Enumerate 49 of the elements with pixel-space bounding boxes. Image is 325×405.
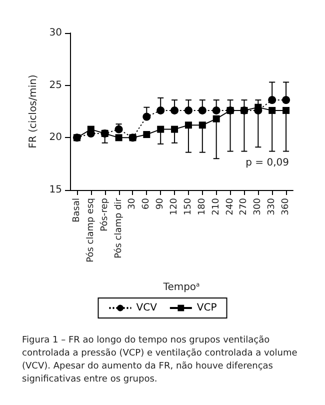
x-tick-label: Pós clamp dir: [112, 198, 124, 258]
y-tick-label: 15: [49, 184, 62, 196]
legend-label: VCV: [136, 302, 158, 314]
point: [129, 134, 136, 142]
point: [143, 131, 150, 138]
y-tick-label: 30: [49, 28, 62, 38]
point: [114, 125, 123, 134]
point: [101, 130, 108, 137]
x-tick-label: 30: [128, 198, 138, 210]
point: [240, 106, 248, 114]
x-tick-label: 240: [225, 198, 236, 216]
text: Figura 1 – FR ao longo do tempo nos grupos ventilação controlada a pressão (VCP) e ventilação controlada a volume (VCV). Apesar do aumento da FR, não houve diferenças significativas entre os grupos.: [22, 336, 300, 384]
x-tick-label: 180: [197, 198, 208, 216]
x-tick-label: 300: [253, 198, 264, 216]
x-tick-label: 60: [142, 198, 152, 210]
x-tick-label: 90: [156, 198, 166, 210]
y-tick-label: 25: [49, 80, 62, 91]
point: [226, 106, 234, 114]
annotation: p = 0,09: [246, 158, 290, 168]
x-tick-label: Basal: [72, 198, 82, 222]
legend-label: VCP: [196, 302, 217, 314]
x-tick-label: Pós clamp esq: [84, 198, 96, 262]
point: [184, 122, 192, 129]
point: [184, 106, 192, 114]
point: [156, 106, 165, 114]
point: [171, 126, 178, 133]
x-tick-label: 120: [170, 198, 180, 216]
point: [170, 106, 179, 114]
point: [73, 134, 80, 142]
point: [268, 106, 276, 114]
x-tick-label: 270: [239, 198, 250, 216]
point: [87, 126, 94, 133]
y-tick-label: 20: [49, 132, 62, 144]
point: [157, 126, 164, 133]
point: [268, 96, 276, 104]
x-tick-label: Pós-rep: [98, 198, 110, 232]
point: [212, 115, 220, 122]
point: [282, 96, 290, 104]
x-tick-label: 330: [267, 198, 278, 216]
point: [198, 106, 206, 114]
point: [115, 134, 122, 142]
point: [198, 122, 206, 129]
point: [142, 112, 151, 121]
point: [212, 106, 220, 114]
point: [282, 106, 290, 114]
x-tick-label: 360: [281, 198, 292, 216]
x-tick-label: 210: [211, 198, 222, 216]
x-tick-label: 150: [183, 198, 194, 216]
y-axis-title: FR (ciclos/min): [28, 74, 39, 148]
